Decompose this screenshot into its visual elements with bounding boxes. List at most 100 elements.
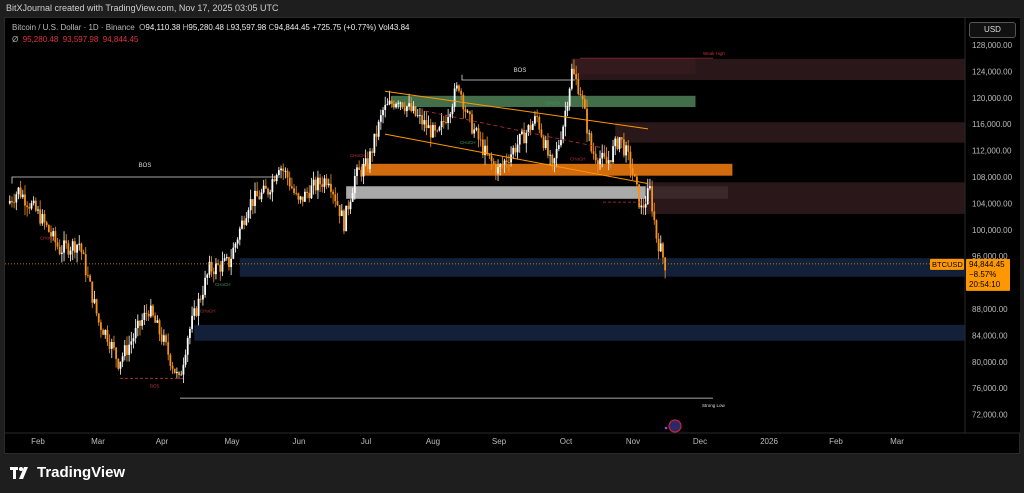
symbol-name: Bitcoin / U.S. Dollar · 1D · Binance [12, 23, 135, 32]
candle-body [484, 145, 486, 156]
candle-body [139, 320, 141, 326]
candle-body [95, 299, 98, 314]
candle-body [605, 156, 608, 164]
candle-body [28, 207, 31, 209]
open-value: 94,110.38 [145, 23, 181, 32]
candle-body [560, 140, 562, 146]
y-tick-label: 104,000.00 [972, 199, 1013, 208]
x-tick-label: Sep [492, 437, 507, 446]
candle-body [414, 106, 417, 116]
x-tick-label: Feb [829, 437, 843, 446]
candle-body [189, 328, 191, 338]
candle-body [262, 185, 265, 193]
candle-body [63, 240, 65, 253]
candle-body [249, 199, 252, 211]
tradingview-logo[interactable]: TradingView [10, 464, 125, 481]
candle-body [197, 298, 200, 316]
candle-body [458, 85, 460, 91]
currency-button[interactable]: USD [969, 22, 1016, 38]
candle-body [76, 244, 78, 253]
candle-body [625, 145, 627, 156]
candle-body [471, 114, 473, 134]
price-axis [965, 18, 1020, 433]
close-value: 94,844.45 [274, 23, 310, 32]
indicator-legend: Ø 95,280.48 93,597.98 94,844.45 [12, 35, 138, 44]
candle-body [547, 140, 549, 156]
choch-label: CHoCH [40, 236, 56, 241]
candle-body [460, 90, 463, 95]
candle-body [45, 222, 48, 226]
candle-body [536, 116, 538, 117]
candle-body [215, 263, 217, 275]
candle-body [312, 179, 315, 186]
x-tick-label: Jul [361, 437, 371, 446]
candle-body [623, 139, 625, 156]
candle-body [579, 94, 582, 96]
candle-body [178, 371, 180, 376]
chart-frame[interactable] [4, 17, 1020, 454]
symbol-legend: Bitcoin / U.S. Dollar · 1D · Binance O94… [12, 23, 410, 32]
candle-body [392, 103, 395, 108]
candle-body [199, 298, 202, 300]
candle-body [134, 328, 137, 339]
candle-body [538, 116, 541, 130]
candle-body [466, 111, 469, 113]
candle-body [156, 320, 159, 323]
candle-body [366, 158, 369, 170]
x-tick-label: Aug [426, 437, 440, 446]
weak-high-label: Weak High [703, 51, 725, 56]
us-flag-event-icon [668, 419, 682, 433]
candle-body [310, 185, 313, 199]
candle-body [429, 125, 432, 138]
candle-body [481, 139, 484, 156]
candle-body [267, 188, 269, 195]
candle-body [529, 125, 532, 130]
candle-body [47, 225, 50, 233]
candle-body [501, 164, 504, 166]
candle-body [343, 210, 345, 232]
candle-body [419, 115, 421, 116]
candle-body [449, 113, 452, 118]
price-tag [966, 258, 1010, 291]
candle-body [228, 257, 230, 268]
candle-body [631, 167, 634, 175]
candle-body [65, 240, 68, 244]
candle-body [290, 186, 293, 189]
low-value: 93,597.98 [230, 23, 267, 32]
candle-body [507, 162, 510, 163]
candle-body [121, 356, 124, 362]
candle-body [618, 137, 621, 149]
candle-body [616, 138, 619, 149]
x-tick-label: Nov [626, 437, 640, 446]
candle-body [149, 305, 152, 317]
candle-body [80, 243, 83, 253]
candle-body [102, 329, 104, 335]
strong-low-label: Strong Low [702, 403, 726, 408]
candle-body [39, 209, 42, 224]
candle-body [627, 145, 630, 152]
candle-body [245, 218, 248, 225]
candle-body [336, 201, 339, 206]
candle-body [277, 170, 280, 175]
candle-body [377, 121, 380, 137]
candle-body [499, 164, 502, 167]
candle-body [371, 151, 374, 153]
candle-body [30, 203, 33, 209]
candle-body [475, 128, 478, 130]
candle-body [451, 106, 454, 114]
candle-body [191, 315, 193, 329]
candle-body [492, 161, 495, 164]
candle-body [455, 85, 458, 89]
candle-body [566, 105, 569, 111]
candle-body [108, 341, 111, 349]
indicator-value: 94,844.45 [102, 35, 139, 44]
candle-body [581, 95, 584, 100]
candle-body [568, 88, 571, 106]
candle-body [488, 154, 491, 156]
price-chart[interactable]: 128,000.00 124,000.00 120,000.00 116,000.00… [0, 0, 1024, 455]
candle-body [386, 104, 389, 105]
candle-body [184, 354, 187, 365]
candle-body [412, 106, 415, 111]
candle-body [356, 167, 358, 176]
candle-body [382, 109, 384, 116]
